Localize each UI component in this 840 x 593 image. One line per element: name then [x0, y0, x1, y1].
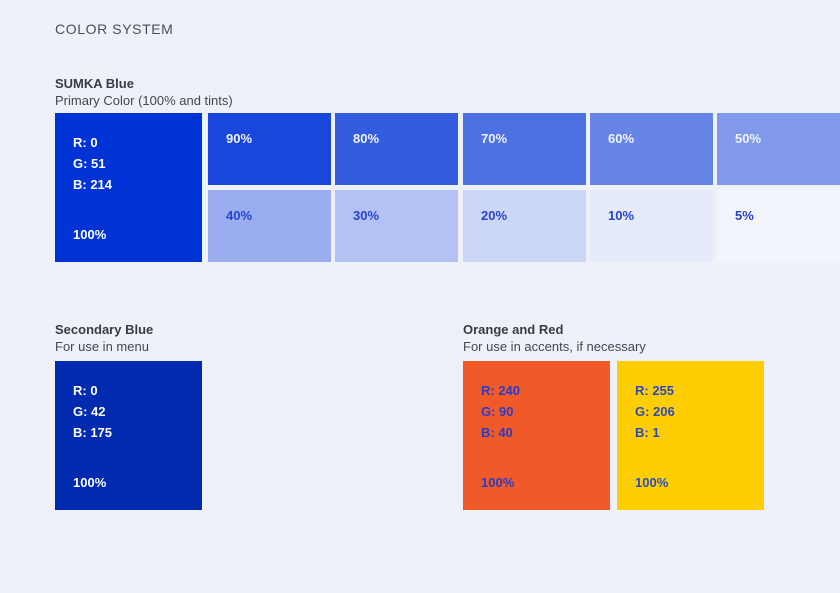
tint-swatch-50: 50%: [717, 113, 840, 185]
tint-swatch-30: 30%: [335, 190, 458, 262]
rgb-r-value: R: 0: [73, 383, 98, 398]
rgb-r-value: R: 240: [481, 383, 521, 398]
rgb-g-value: G: 90: [481, 404, 514, 419]
tint-label-30: 30%: [353, 208, 380, 223]
rgb-b-value: B: 214: [73, 177, 113, 192]
tint-swatch-20: 20%: [463, 190, 586, 262]
rgb-b-value: B: 1: [635, 425, 660, 440]
orange-swatch-percent: 100%: [481, 475, 515, 490]
secondary-section-subheading: For use in menu: [55, 339, 149, 354]
yellow-swatch-percent: 100%: [635, 475, 669, 490]
tint-label-90: 90%: [226, 131, 253, 146]
rgb-b-value: B: 40: [481, 425, 513, 440]
tint-label-70: 70%: [481, 131, 508, 146]
page-title: COLOR SYSTEM: [55, 21, 174, 37]
accent-yellow-swatch: R: 255 G: 206 B: 1 100%: [617, 361, 764, 510]
tint-swatch-70: 70%: [463, 113, 586, 185]
secondary-section-heading: Secondary Blue: [55, 322, 154, 337]
rgb-b-value: B: 175: [73, 425, 113, 440]
tint-swatch-10: 10%: [590, 190, 713, 262]
rgb-r-value: R: 0: [73, 135, 98, 150]
rgb-g-value: G: 51: [73, 156, 106, 171]
secondary-swatch: R: 0 G: 42 B: 175 100%: [55, 361, 202, 510]
tint-label-80: 80%: [353, 131, 380, 146]
primary-section-subheading: Primary Color (100% and tints): [55, 93, 233, 108]
tint-swatch-60: 60%: [590, 113, 713, 185]
primary-section-heading: SUMKA Blue: [55, 76, 134, 91]
tint-label-10: 10%: [608, 208, 635, 223]
tint-label-50: 50%: [735, 131, 762, 146]
orange-swatch-rgb: R: 240 G: 90 B: 40: [481, 380, 520, 443]
tint-swatch-80: 80%: [335, 113, 458, 185]
tint-label-20: 20%: [481, 208, 508, 223]
tint-swatch-5: 5%: [717, 190, 840, 262]
accent-section-heading: Orange and Red: [463, 322, 564, 337]
tint-swatch-40: 40%: [208, 190, 331, 262]
tint-swatch-90: 90%: [208, 113, 331, 185]
secondary-swatch-rgb: R: 0 G: 42 B: 175: [73, 380, 112, 443]
rgb-r-value: R: 255: [635, 383, 675, 398]
secondary-swatch-percent: 100%: [73, 475, 107, 490]
rgb-g-value: G: 42: [73, 404, 106, 419]
yellow-swatch-rgb: R: 255 G: 206 B: 1: [635, 380, 675, 443]
accent-orange-swatch: R: 240 G: 90 B: 40 100%: [463, 361, 610, 510]
tint-label-40: 40%: [226, 208, 253, 223]
rgb-g-value: G: 206: [635, 404, 675, 419]
accent-section-subheading: For use in accents, if necessary: [463, 339, 646, 354]
primary-main-swatch: R: 0 G: 51 B: 214 100%: [55, 113, 202, 262]
tint-label-5: 5%: [735, 208, 754, 223]
tint-label-60: 60%: [608, 131, 635, 146]
primary-swatch-rgb: R: 0 G: 51 B: 214: [73, 132, 112, 195]
primary-swatch-percent: 100%: [73, 227, 107, 242]
